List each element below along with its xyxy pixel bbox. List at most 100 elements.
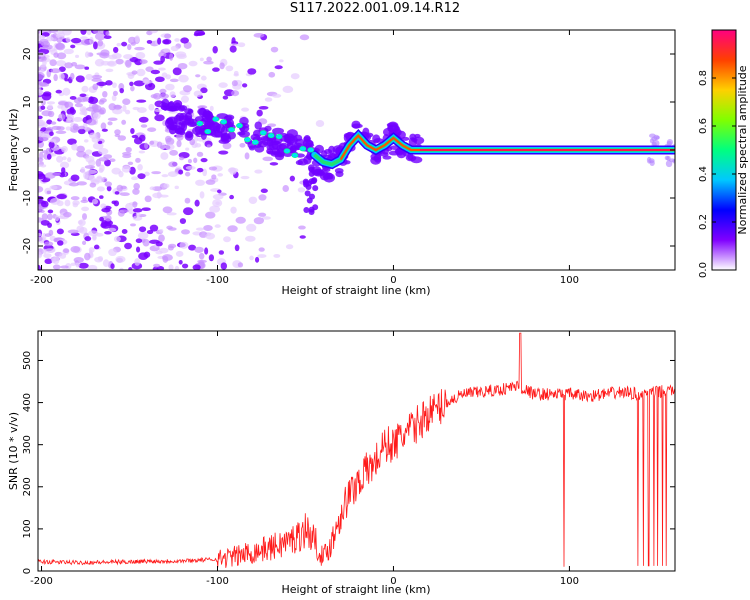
noise-blob [80,30,87,35]
noise-blob [145,66,154,72]
noise-blob [168,264,174,270]
noise-blob [178,74,189,83]
noise-blob [111,82,117,89]
noise-blob [69,96,77,100]
noise-blob [218,250,225,255]
ridge-halo [179,105,188,111]
noise-blob [129,56,139,63]
noise-blob [119,267,124,270]
noise-blob [96,186,105,192]
ridge-halo [326,174,334,180]
noise-blob [85,149,93,155]
noise-blob [198,252,205,260]
noise-blob [84,66,90,70]
ridge-dot [244,137,251,143]
ridge-halo [216,113,229,119]
noise-blob [97,148,109,155]
noise-blob [125,147,132,153]
noise-blob [170,45,179,52]
noise-blob [65,126,72,131]
noise-blob [38,208,42,212]
noise-blob [62,248,70,254]
noise-blob [179,241,189,249]
noise-blob [91,78,102,82]
noise-blob [131,70,138,75]
noise-blob [38,173,46,180]
noise-blob [648,158,655,164]
ridge-dot [299,146,307,152]
noise-blob [72,123,79,131]
noise-blob [101,207,111,213]
colorbar-scale [711,29,737,271]
noise-blob [115,58,124,65]
noise-blob [55,42,65,50]
noise-blob [154,114,165,122]
noise-blob [135,212,141,217]
noise-blob [132,208,143,213]
noise-blob [183,41,192,50]
noise-blob [254,169,263,174]
noise-blob [174,185,179,190]
ridge-halo [266,150,279,155]
noise-blob [187,158,192,164]
noise-blob [212,45,218,54]
noise-blob [202,168,208,177]
noise-blob [79,93,87,98]
noise-blob [195,179,206,186]
noise-blob [112,90,118,96]
snr-plot-area [38,332,675,568]
noise-blob [64,101,74,108]
noise-blob [47,213,53,221]
noise-blob [70,174,80,182]
noise-blob [214,224,221,228]
noise-blob [167,171,178,178]
noise-blob [50,121,57,125]
noise-blob [38,66,42,71]
noise-blob [83,171,89,180]
noise-blob [253,32,265,38]
noise-blob [122,151,132,156]
noise-blob [262,156,274,162]
noise-blob [49,131,54,137]
noise-blob [111,200,117,205]
noise-blob [270,46,279,53]
noise-blob [182,85,192,93]
ridge-halo [304,190,311,197]
y-tick-label: 400 [22,393,33,412]
noise-blob [61,167,66,174]
noise-blob [79,36,88,40]
noise-blob [149,224,159,232]
noise-blob [206,144,211,148]
ridge-halo [291,144,302,151]
noise-blob [44,233,52,237]
noise-blob [131,176,139,181]
noise-blob [163,39,170,45]
noise-blob [49,185,58,190]
noise-blob [242,83,248,88]
noise-blob [39,151,44,160]
noise-blob [38,251,42,258]
noise-blob [47,222,52,228]
noise-blob [102,90,108,98]
noise-blob [231,37,236,46]
noise-blob [194,246,204,253]
noise-blob [261,216,271,220]
noise-blob [63,211,72,218]
noise-blob [80,199,89,204]
noise-blob [63,48,74,55]
noise-blob [70,72,75,80]
noise-blob [282,184,290,193]
noise-blob [274,65,283,70]
noise-blob [169,149,179,156]
noise-blob [225,65,234,72]
noise-blob [269,162,279,166]
noise-blob [41,213,48,221]
noise-blob [649,133,656,138]
noise-blob [81,85,89,93]
noise-blob [135,246,141,253]
noise-blob [137,164,143,171]
noise-blob [178,169,184,175]
noise-blob [121,229,128,234]
noise-blob [121,41,128,47]
